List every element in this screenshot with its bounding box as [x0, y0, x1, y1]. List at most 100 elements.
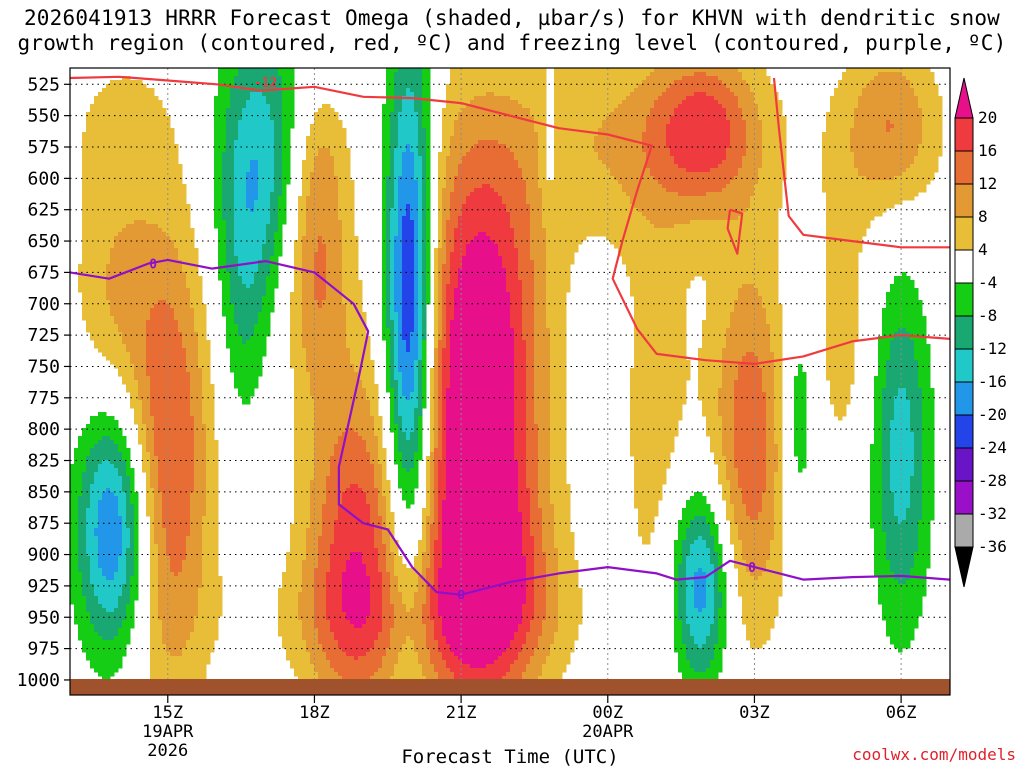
- omega-cell: [154, 476, 159, 481]
- omega-cell: [130, 180, 135, 185]
- omega-cell: [182, 284, 187, 289]
- omega-cell: [230, 252, 235, 257]
- omega-cell: [158, 168, 163, 173]
- omega-cell: [82, 248, 87, 253]
- omega-cell: [238, 236, 243, 241]
- omega-cell: [122, 612, 127, 617]
- omega-cell: [134, 200, 139, 205]
- omega-cell: [170, 168, 175, 173]
- omega-cell: [78, 608, 83, 613]
- omega-cell: [162, 644, 167, 649]
- omega-cell: [86, 604, 91, 609]
- omega-cell: [178, 376, 183, 381]
- omega-cell: [154, 248, 159, 253]
- omega-cell: [206, 368, 211, 373]
- omega-cell: [138, 200, 143, 205]
- omega-cell: [82, 288, 87, 293]
- omega-cell: [206, 596, 211, 601]
- omega-cell: [154, 676, 159, 681]
- omega-cell: [138, 384, 143, 389]
- omega-cell: [170, 136, 175, 141]
- omega-cell: [70, 500, 75, 505]
- omega-cell: [234, 160, 239, 165]
- omega-cell: [178, 288, 183, 293]
- omega-cell: [110, 96, 115, 101]
- omega-cell: [126, 296, 131, 301]
- omega-cell: [122, 92, 127, 97]
- omega-cell: [150, 584, 155, 589]
- omega-cell: [162, 512, 167, 517]
- omega-cell: [118, 168, 123, 173]
- omega-cell: [202, 516, 207, 521]
- omega-cell: [194, 672, 199, 677]
- omega-cell: [118, 252, 123, 257]
- omega-cell: [146, 100, 151, 105]
- omega-cell: [146, 240, 151, 245]
- omega-cell: [106, 280, 111, 285]
- omega-cell: [102, 232, 107, 237]
- omega-cell: [190, 252, 195, 257]
- omega-cell: [242, 280, 247, 285]
- omega-cell: [218, 200, 223, 205]
- omega-cell: [138, 104, 143, 109]
- omega-cell: [102, 228, 107, 233]
- omega-cell: [222, 288, 227, 293]
- omega-cell: [218, 232, 223, 237]
- omega-cell: [178, 168, 183, 173]
- omega-cell: [70, 492, 75, 497]
- omega-cell: [230, 136, 235, 141]
- omega-cell: [118, 304, 123, 309]
- omega-cell: [174, 340, 179, 345]
- omega-cell: [162, 504, 167, 509]
- omega-cell: [146, 464, 151, 469]
- omega-cell: [142, 168, 147, 173]
- omega-cell: [102, 616, 107, 621]
- omega-cell: [158, 280, 163, 285]
- omega-cell: [126, 104, 131, 109]
- omega-cell: [122, 192, 127, 197]
- omega-cell: [222, 148, 227, 153]
- omega-cell: [98, 672, 103, 677]
- omega-cell: [174, 376, 179, 381]
- omega-cell: [94, 448, 99, 453]
- omega-cell: [154, 292, 159, 297]
- omega-cell: [122, 88, 127, 93]
- omega-cell: [154, 580, 159, 585]
- omega-cell: [102, 560, 107, 565]
- omega-cell: [150, 304, 155, 309]
- omega-cell: [98, 340, 103, 345]
- omega-cell: [118, 92, 123, 97]
- omega-cell: [110, 312, 115, 317]
- omega-cell: [146, 316, 151, 321]
- omega-cell: [250, 172, 255, 177]
- omega-cell: [182, 204, 187, 209]
- omega-cell: [102, 316, 107, 321]
- omega-cell: [130, 152, 135, 157]
- omega-cell: [86, 256, 91, 261]
- omega-cell: [150, 228, 155, 233]
- omega-cell: [202, 668, 207, 673]
- omega-cell: [190, 284, 195, 289]
- omega-cell: [94, 436, 99, 441]
- omega-cell: [98, 520, 103, 525]
- omega-cell: [146, 276, 151, 281]
- omega-cell: [194, 608, 199, 613]
- omega-cell: [150, 176, 155, 181]
- omega-cell: [158, 484, 163, 489]
- omega-cell: [182, 552, 187, 557]
- omega-cell: [114, 576, 119, 581]
- omega-cell: [186, 432, 191, 437]
- omega-cell: [94, 292, 99, 297]
- omega-cell: [98, 220, 103, 225]
- omega-cell: [158, 664, 163, 669]
- omega-cell: [230, 308, 235, 313]
- omega-cell: [102, 160, 107, 165]
- omega-cell: [174, 532, 179, 537]
- omega-cell: [230, 168, 235, 173]
- omega-cell: [122, 320, 127, 325]
- omega-cell: [110, 124, 115, 129]
- omega-cell: [154, 516, 159, 521]
- omega-cell: [98, 180, 103, 185]
- omega-cell: [134, 372, 139, 377]
- omega-cell: [166, 260, 171, 265]
